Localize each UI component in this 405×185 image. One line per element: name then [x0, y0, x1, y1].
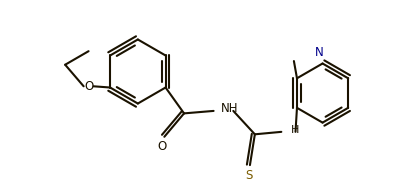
- Text: H: H: [290, 125, 299, 135]
- Text: O: O: [157, 140, 166, 154]
- Text: O: O: [84, 80, 93, 93]
- Text: NH: NH: [221, 102, 239, 115]
- Text: N: N: [315, 46, 324, 59]
- Text: S: S: [245, 169, 252, 182]
